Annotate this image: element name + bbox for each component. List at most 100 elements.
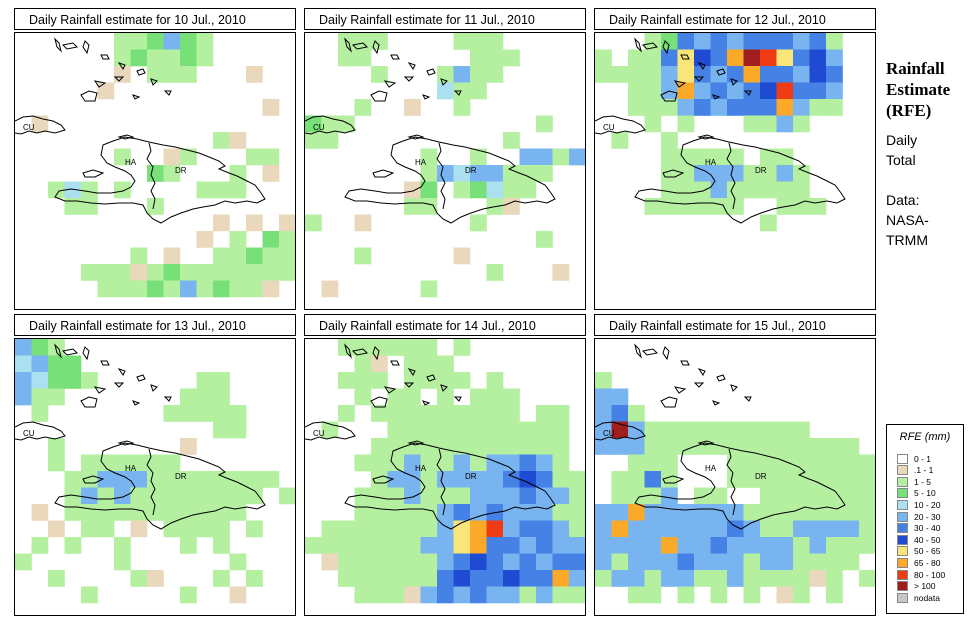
- legend-item: 30 - 40: [897, 523, 940, 534]
- bahamas-island: [426, 68, 436, 76]
- rain-cell: [628, 66, 645, 83]
- rain-cell: [354, 487, 372, 505]
- rain-cell: [776, 99, 794, 116]
- rain-cell: [859, 471, 875, 488]
- rain-cell: [809, 570, 827, 587]
- rain-cell: [114, 33, 131, 50]
- rain-cell: [404, 454, 421, 472]
- rain-cell: [826, 33, 843, 50]
- rain-cell: [420, 355, 438, 373]
- rain-cell: [536, 438, 553, 455]
- rain-cell: [793, 454, 810, 472]
- rain-cell: [486, 372, 504, 389]
- rain-cell: [628, 471, 645, 488]
- rain-cell: [163, 454, 181, 472]
- rain-cell: [371, 487, 388, 505]
- bahamas-island: [743, 90, 752, 96]
- rain-cell: [793, 586, 810, 604]
- bahamas-island: [693, 76, 705, 82]
- rain-cell: [661, 438, 678, 455]
- rain-cell: [727, 82, 744, 100]
- rain-cell: [354, 339, 372, 356]
- rain-cell: [760, 66, 777, 83]
- bahamas-island: [662, 40, 670, 55]
- rain-cell: [338, 405, 355, 422]
- rain-cell: [743, 454, 761, 472]
- rain-cell: [503, 421, 520, 439]
- rain-cell: [809, 66, 827, 83]
- rain-cell: [694, 198, 711, 215]
- rain-cell: [180, 471, 197, 488]
- legend-swatch: [897, 523, 908, 534]
- rain-cell: [97, 504, 115, 521]
- rain-cell: [503, 504, 520, 521]
- rain-cell: [196, 471, 214, 488]
- rain-cell: [694, 553, 711, 571]
- rain-cell: [486, 487, 504, 505]
- rain-cell: [163, 405, 181, 422]
- rain-cell: [404, 339, 421, 356]
- rain-cell: [743, 115, 761, 133]
- rain-cell: [776, 115, 794, 133]
- rain-cell: [130, 570, 148, 587]
- rain-cell: [842, 504, 860, 521]
- bahamas-island: [150, 78, 158, 86]
- rain-cell: [694, 165, 711, 182]
- rain-cell: [387, 487, 405, 505]
- rain-cell: [661, 33, 678, 50]
- rain-cell: [743, 66, 761, 83]
- rain-cell: [809, 553, 827, 571]
- rain-cell: [760, 520, 777, 538]
- haiti-dr-border: [146, 448, 156, 516]
- rain-cell: [15, 339, 32, 356]
- rain-cell: [710, 504, 728, 521]
- rain-cell: [404, 421, 421, 439]
- rain-cell: [503, 49, 520, 67]
- rain-cell: [180, 520, 197, 538]
- rain-cell: [776, 421, 794, 439]
- rain-cell: [305, 214, 322, 232]
- rain-cell: [519, 586, 537, 604]
- rain-cell: [437, 537, 454, 554]
- bahamas-island: [163, 90, 172, 96]
- rain-cell: [644, 421, 662, 439]
- rain-cell: [130, 247, 148, 265]
- rain-cell: [677, 49, 695, 67]
- rain-cell: [279, 247, 295, 265]
- rain-cell: [404, 438, 421, 455]
- rain-cell: [536, 454, 553, 472]
- rain-cell: [677, 148, 695, 166]
- rain-cell: [97, 82, 115, 100]
- rain-cell: [196, 520, 214, 538]
- rain-cell: [842, 471, 860, 488]
- rain-cell: [64, 181, 82, 199]
- rain-cell: [826, 438, 843, 455]
- rain-cell: [64, 471, 82, 488]
- rain-cell: [595, 570, 612, 587]
- rain-cell: [569, 148, 585, 166]
- rain-cell: [229, 181, 247, 199]
- tortuga-island: [117, 440, 135, 446]
- rain-cell: [81, 198, 98, 215]
- rain-cell: [437, 405, 454, 422]
- bahamas-island: [117, 62, 126, 70]
- rain-cell: [437, 454, 454, 472]
- rain-cell: [213, 214, 230, 232]
- rain-cell: [229, 405, 247, 422]
- rain-cell: [262, 231, 280, 248]
- rain-cell: [246, 280, 263, 298]
- rain-cell: [371, 339, 388, 356]
- rfe-panel-5: Daily Rainfall estimate for 14 Jul., 201…: [304, 314, 586, 616]
- bahamas-island: [712, 400, 721, 406]
- rain-cell: [229, 231, 247, 248]
- rain-cell: [321, 520, 339, 538]
- legend-item: > 100: [897, 581, 936, 592]
- rain-cell: [486, 388, 504, 406]
- rain-cell: [97, 520, 115, 538]
- bahamas-island: [730, 384, 738, 392]
- rain-cell: [595, 520, 612, 538]
- rain-cell: [404, 372, 421, 389]
- rain-cell: [760, 570, 777, 587]
- rain-cell: [470, 487, 487, 505]
- rain-cell: [453, 504, 471, 521]
